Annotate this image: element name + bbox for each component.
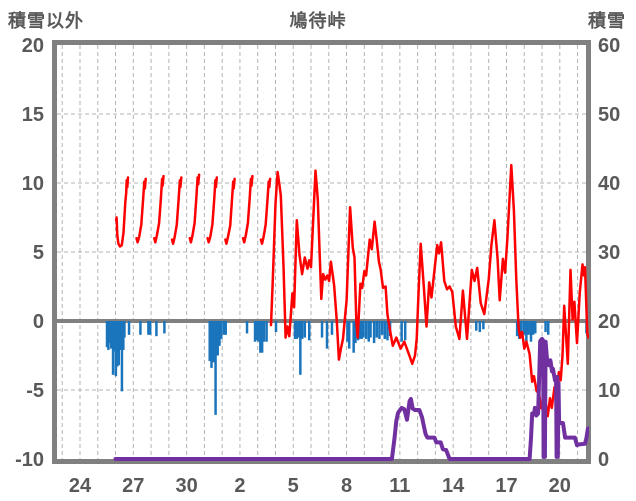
- x-axis-tick-label: 11: [389, 475, 410, 497]
- x-axis-tick-label: 5: [288, 475, 299, 497]
- x-axis-tick-label: 8: [341, 475, 352, 497]
- left-axis-tick-label: -5: [26, 380, 44, 402]
- right-axis-tick-label: 20: [598, 311, 620, 333]
- right-axis-title: 積雪: [588, 11, 626, 31]
- x-axis-tick-label: 2: [234, 475, 245, 497]
- precipitation-bars: [105, 321, 588, 415]
- x-axis-tick-label: 17: [495, 475, 517, 497]
- x-axis-tick-label: 14: [442, 475, 465, 497]
- left-axis-tick-label: 10: [22, 173, 44, 195]
- left-axis-tick-label: 0: [33, 311, 44, 333]
- left-axis-tick-label: 20: [22, 35, 44, 57]
- left-axis-tick-label: 5: [33, 242, 44, 264]
- left-axis-title: 積雪以外: [8, 11, 84, 31]
- right-axis-tick-label: 10: [598, 380, 620, 402]
- left-axis-tick-label: 15: [22, 104, 44, 126]
- right-axis-tick-label: 40: [598, 173, 620, 195]
- left-axis-tick-label: -10: [15, 449, 44, 471]
- right-axis-tick-label: 0: [598, 449, 609, 471]
- x-axis-tick-label: 24: [69, 475, 92, 497]
- right-axis-tick-label: 60: [598, 35, 620, 57]
- x-axis-tick-label: 27: [122, 475, 144, 497]
- right-axis-tick-label: 50: [598, 104, 620, 126]
- x-axis-tick-label: 20: [549, 475, 571, 497]
- page-title: 鳩待峠: [289, 11, 347, 31]
- x-axis-tick-label: 30: [175, 475, 197, 497]
- plot-frame: [52, 40, 591, 464]
- snow-depth-line: [113, 336, 589, 461]
- right-axis-tick-label: 30: [598, 242, 620, 264]
